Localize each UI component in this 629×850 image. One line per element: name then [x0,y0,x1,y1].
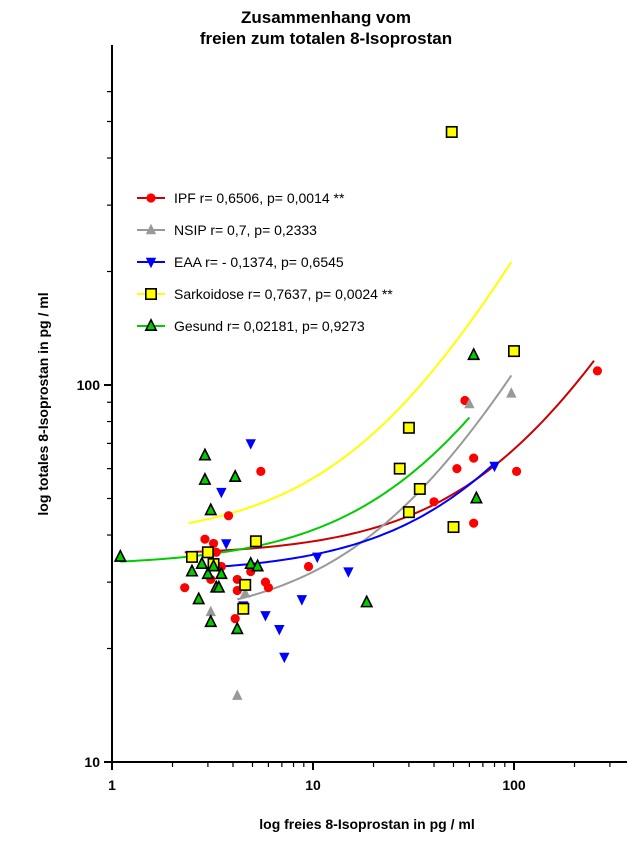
data-point-series-2 [216,487,227,499]
data-point-series-0 [211,547,221,557]
data-point-series-0 [263,583,274,593]
legend-label-series-3: Sarkoidose r= 0,7637, p= 0,0024 ** [174,286,393,302]
data-point-series-2 [279,652,290,664]
data-point-series-4 [467,347,481,361]
data-point-series-4 [207,558,221,572]
data-points [113,125,603,700]
data-point-series-3 [249,535,262,548]
data-point-series-3 [507,345,520,358]
data-point-series-0 [469,518,479,528]
data-point-series-0 [200,534,210,544]
data-point-series-3 [239,578,252,591]
legend-label-series-4: Gesund r= 0,02181, p= 0,9273 [174,318,365,334]
data-point-series-1 [506,387,517,398]
data-point-series-4 [251,558,265,572]
data-point-series-4 [195,556,209,570]
data-point-series-4 [192,591,206,605]
data-point-series-3 [237,602,250,615]
data-point-series-0 [180,583,190,593]
data-point-series-1 [240,587,251,598]
data-point-series-0 [452,464,462,474]
legend-label-series-0: IPF r= 0,6506, p= 0,0014 ** [174,190,345,206]
data-point-series-1 [464,397,475,409]
data-point-series-0 [230,614,240,624]
x-axis-label: log freies 8-Isoprostan in pg / ml [259,816,474,832]
fit-line-series-0 [184,360,595,554]
data-point-series-3 [402,421,415,434]
x-tick-label: 100 [502,777,526,793]
data-point-series-4 [469,490,483,504]
data-point-series-4 [212,579,226,593]
x-tick-label: 10 [305,777,321,793]
data-point-series-0 [303,561,314,572]
data-point-series-4 [204,614,218,628]
data-point-series-0 [223,511,234,521]
data-point-series-2 [489,461,500,473]
data-point-series-3 [445,125,458,138]
legend-marker-series-3 [145,287,158,300]
legend-marker-series-1 [145,223,157,235]
data-point-series-4 [198,471,212,485]
data-point-series-4 [244,556,258,570]
data-point-series-3 [413,482,426,495]
data-point-series-0 [511,466,522,476]
data-point-series-0 [469,453,479,463]
y-axis-label: log totales 8-Isoprostan in pg / ml [35,292,51,515]
data-point-series-0 [256,466,266,476]
data-point-series-3 [393,462,406,475]
data-point-series-4 [113,548,127,562]
data-point-series-2 [260,611,271,622]
fit-line-series-2 [221,462,496,568]
data-point-series-2 [245,439,256,450]
data-point-series-3 [402,506,415,519]
y-tick-label: 100 [77,377,101,393]
data-point-series-1 [205,605,216,617]
legend-marker-series-0 [146,193,156,203]
data-point-series-4 [228,469,242,483]
x-tick-label: 1 [108,777,116,793]
fit-line-series-3 [188,261,513,525]
data-point-series-4 [230,621,244,635]
data-point-series-3 [447,521,460,534]
data-point-series-2 [343,567,354,578]
data-point-series-4 [204,502,218,516]
data-point-series-0 [592,366,603,376]
data-point-series-0 [429,497,439,507]
data-point-series-2 [221,539,232,550]
legend-label-series-2: EAA r= - 0,1374, p= 0,6545 [174,254,344,270]
legend-marker-series-2 [145,257,157,269]
y-tick-label: 10 [84,754,100,770]
data-point-series-3 [185,550,198,563]
data-point-series-4 [198,447,212,461]
legend: IPF r= 0,6506, p= 0,0014 ** NSIP r= 0,7, … [137,190,393,334]
data-point-series-4 [185,563,199,577]
data-point-series-1 [232,689,243,700]
legend-label-series-1: NSIP r= 0,7, p= 0,2333 [174,222,317,238]
legend-marker-series-4 [144,318,158,332]
chart-title: Zusammenhang vom freien zum totalen 8-Is… [200,8,452,48]
data-point-series-2 [312,552,323,564]
data-point-series-4 [214,566,228,580]
data-point-series-4 [201,566,215,580]
data-point-series-0 [208,538,219,549]
data-point-series-3 [201,546,214,559]
chart-title-line-1: Zusammenhang vom [241,8,411,27]
data-point-series-2 [274,625,285,636]
fit-line-series-4 [120,416,471,563]
fit-lines [120,261,595,601]
axes: 1 10 100 10 100 [77,45,627,793]
fit-line-series-1 [237,374,513,601]
data-point-series-4 [360,594,374,608]
data-point-series-2 [296,595,308,606]
chart-title-line-2: freien zum totalen 8-Isoprostan [200,29,452,48]
